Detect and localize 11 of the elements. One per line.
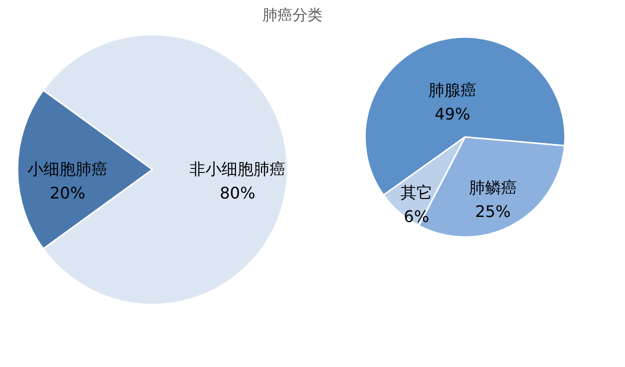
data-label: 49% xyxy=(434,104,470,124)
data-label: 6% xyxy=(404,206,430,226)
slice-label: 非小细胞肺癌 xyxy=(190,160,286,178)
slice-label: 小细胞肺癌 xyxy=(28,160,108,178)
slice-label: 肺腺癌 xyxy=(428,80,476,100)
data-label: 20% xyxy=(50,184,86,202)
data-label: 80% xyxy=(220,184,256,202)
chart-title: 肺癌分类 xyxy=(262,6,322,24)
slice-label: 其它 xyxy=(400,182,432,202)
slice-label: 肺鳞癌 xyxy=(468,178,517,197)
data-label: 25% xyxy=(475,202,511,221)
